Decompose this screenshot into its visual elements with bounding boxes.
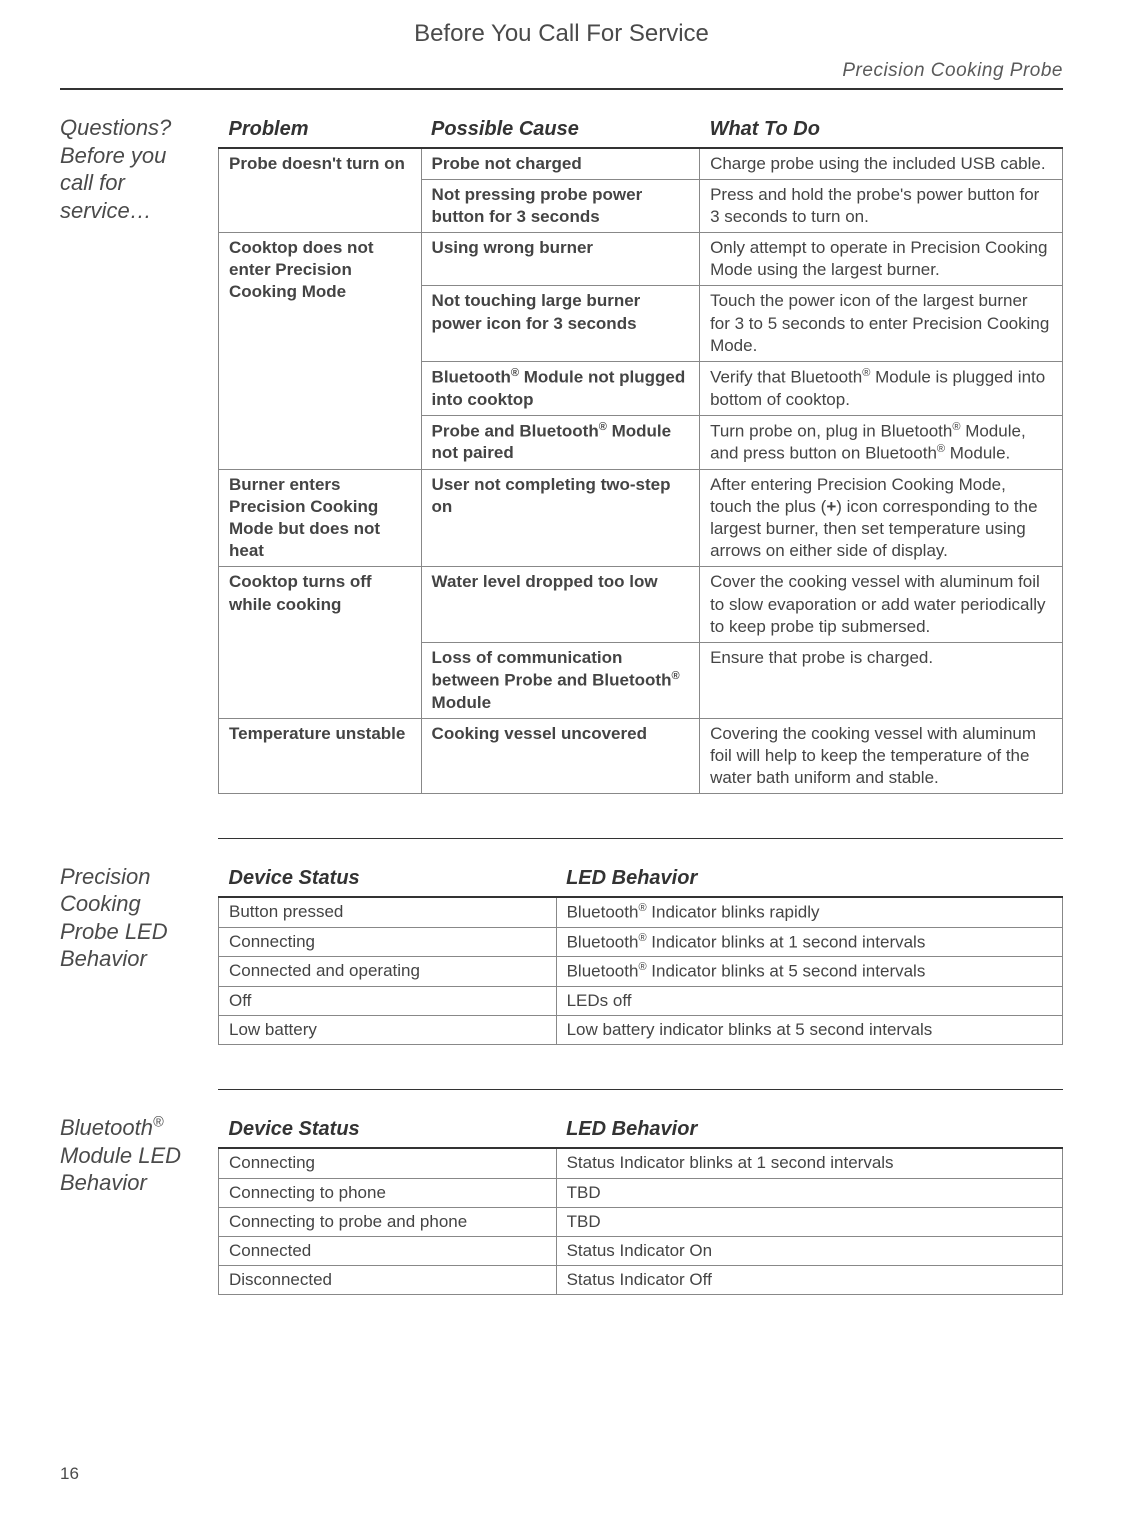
section-rule-1	[218, 838, 1063, 839]
cause-cell: Water level dropped too low	[421, 567, 700, 642]
table-row: Connecting to probe and phoneTBD	[219, 1207, 1063, 1236]
col-todo: What To Do	[700, 114, 1063, 148]
status-cell: Connected and operating	[219, 957, 557, 987]
table-header-row: Problem Possible Cause What To Do	[219, 114, 1063, 148]
todo-cell: Ensure that probe is charged.	[700, 642, 1063, 718]
table-row: OffLEDs off	[219, 987, 1063, 1016]
col-led-behavior: LED Behavior	[556, 863, 1062, 897]
status-cell: Connecting to probe and phone	[219, 1207, 557, 1236]
problem-cell: Burner enters Precision Cooking Mode but…	[219, 470, 422, 567]
todo-cell: Touch the power icon of the largest burn…	[700, 286, 1063, 361]
probe-led-table: Device Status LED Behavior Button presse…	[218, 863, 1063, 1045]
table-row: Cooktop turns off while cookingWater lev…	[219, 567, 1063, 642]
cause-cell: Loss of communication between Probe and …	[421, 642, 700, 718]
troubleshoot-section: Questions? Before you call for service… …	[60, 114, 1063, 794]
behavior-cell: Bluetooth® Indicator blinks rapidly	[556, 897, 1062, 927]
header-rule	[60, 88, 1063, 90]
col-device-status: Device Status	[219, 1114, 557, 1148]
todo-cell: Cover the cooking vessel with aluminum f…	[700, 567, 1063, 642]
module-led-side-label: Bluetooth® Module LED Behavior	[60, 1114, 200, 1197]
status-cell: Connected	[219, 1236, 557, 1265]
table-row: ConnectingStatus Indicator blinks at 1 s…	[219, 1148, 1063, 1178]
status-cell: Off	[219, 987, 557, 1016]
table-header-row: Device Status LED Behavior	[219, 1114, 1063, 1148]
module-led-table: Device Status LED Behavior ConnectingSta…	[218, 1114, 1063, 1294]
table-row: Cooktop does not enter Precision Cooking…	[219, 233, 1063, 286]
col-cause: Possible Cause	[421, 114, 700, 148]
probe-led-side-label: Precision Cooking Probe LED Behavior	[60, 863, 200, 973]
troubleshoot-side-label: Questions? Before you call for service…	[60, 114, 200, 224]
cause-cell: Probe and Bluetooth® Module not paired	[421, 415, 700, 470]
troubleshoot-table: Problem Possible Cause What To Do Probe …	[218, 114, 1063, 794]
behavior-cell: Status Indicator On	[556, 1236, 1062, 1265]
behavior-cell: Low battery indicator blinks at 5 second…	[556, 1016, 1062, 1045]
cause-cell: Bluetooth® Module not plugged into cookt…	[421, 361, 700, 415]
table-row: Connected and operatingBluetooth® Indica…	[219, 957, 1063, 987]
cause-cell: Cooking vessel uncovered	[421, 718, 700, 793]
status-cell: Button pressed	[219, 897, 557, 927]
todo-cell: Turn probe on, plug in Bluetooth® Module…	[700, 415, 1063, 470]
table-row: Low batteryLow battery indicator blinks …	[219, 1016, 1063, 1045]
probe-led-section: Precision Cooking Probe LED Behavior Dev…	[60, 863, 1063, 1045]
status-cell: Connecting	[219, 927, 557, 957]
todo-cell: Charge probe using the included USB cabl…	[700, 148, 1063, 180]
cause-cell: Probe not charged	[421, 148, 700, 180]
status-cell: Connecting	[219, 1148, 557, 1178]
table-row: ConnectingBluetooth® Indicator blinks at…	[219, 927, 1063, 957]
module-led-section: Bluetooth® Module LED Behavior Device St…	[60, 1114, 1063, 1294]
page-number: 16	[60, 1464, 79, 1484]
table-header-row: Device Status LED Behavior	[219, 863, 1063, 897]
problem-cell: Cooktop turns off while cooking	[219, 567, 422, 718]
table-row: Burner enters Precision Cooking Mode but…	[219, 470, 1063, 567]
col-led-behavior: LED Behavior	[556, 1114, 1062, 1148]
problem-cell: Cooktop does not enter Precision Cooking…	[219, 233, 422, 470]
page-title: Before You Call For Service	[60, 20, 1063, 48]
behavior-cell: TBD	[556, 1178, 1062, 1207]
problem-cell: Probe doesn't turn on	[219, 148, 422, 233]
col-device-status: Device Status	[219, 863, 557, 897]
status-cell: Low battery	[219, 1016, 557, 1045]
cause-cell: Using wrong burner	[421, 233, 700, 286]
table-row: Button pressedBluetooth® Indicator blink…	[219, 897, 1063, 927]
subtitle: Precision Cooking Probe	[842, 60, 1063, 82]
table-row: ConnectedStatus Indicator On	[219, 1236, 1063, 1265]
status-cell: Connecting to phone	[219, 1178, 557, 1207]
table-row: Probe doesn't turn onProbe not chargedCh…	[219, 148, 1063, 180]
table-row: Temperature unstableCooking vessel uncov…	[219, 718, 1063, 793]
behavior-cell: Status Indicator Off	[556, 1265, 1062, 1294]
behavior-cell: Status Indicator blinks at 1 second inte…	[556, 1148, 1062, 1178]
todo-cell: Only attempt to operate in Precision Coo…	[700, 233, 1063, 286]
cause-cell: User not completing two-step on	[421, 470, 700, 567]
behavior-cell: LEDs off	[556, 987, 1062, 1016]
todo-cell: Verify that Bluetooth® Module is plugged…	[700, 361, 1063, 415]
todo-cell: After entering Precision Cooking Mode, t…	[700, 470, 1063, 567]
problem-cell: Temperature unstable	[219, 718, 422, 793]
behavior-cell: Bluetooth® Indicator blinks at 5 second …	[556, 957, 1062, 987]
behavior-cell: TBD	[556, 1207, 1062, 1236]
section-rule-2	[218, 1089, 1063, 1090]
col-problem: Problem	[219, 114, 422, 148]
table-row: DisconnectedStatus Indicator Off	[219, 1265, 1063, 1294]
status-cell: Disconnected	[219, 1265, 557, 1294]
cause-cell: Not touching large burner power icon for…	[421, 286, 700, 361]
table-row: Connecting to phoneTBD	[219, 1178, 1063, 1207]
cause-cell: Not pressing probe power button for 3 se…	[421, 180, 700, 233]
todo-cell: Covering the cooking vessel with aluminu…	[700, 718, 1063, 793]
behavior-cell: Bluetooth® Indicator blinks at 1 second …	[556, 927, 1062, 957]
todo-cell: Press and hold the probe's power button …	[700, 180, 1063, 233]
